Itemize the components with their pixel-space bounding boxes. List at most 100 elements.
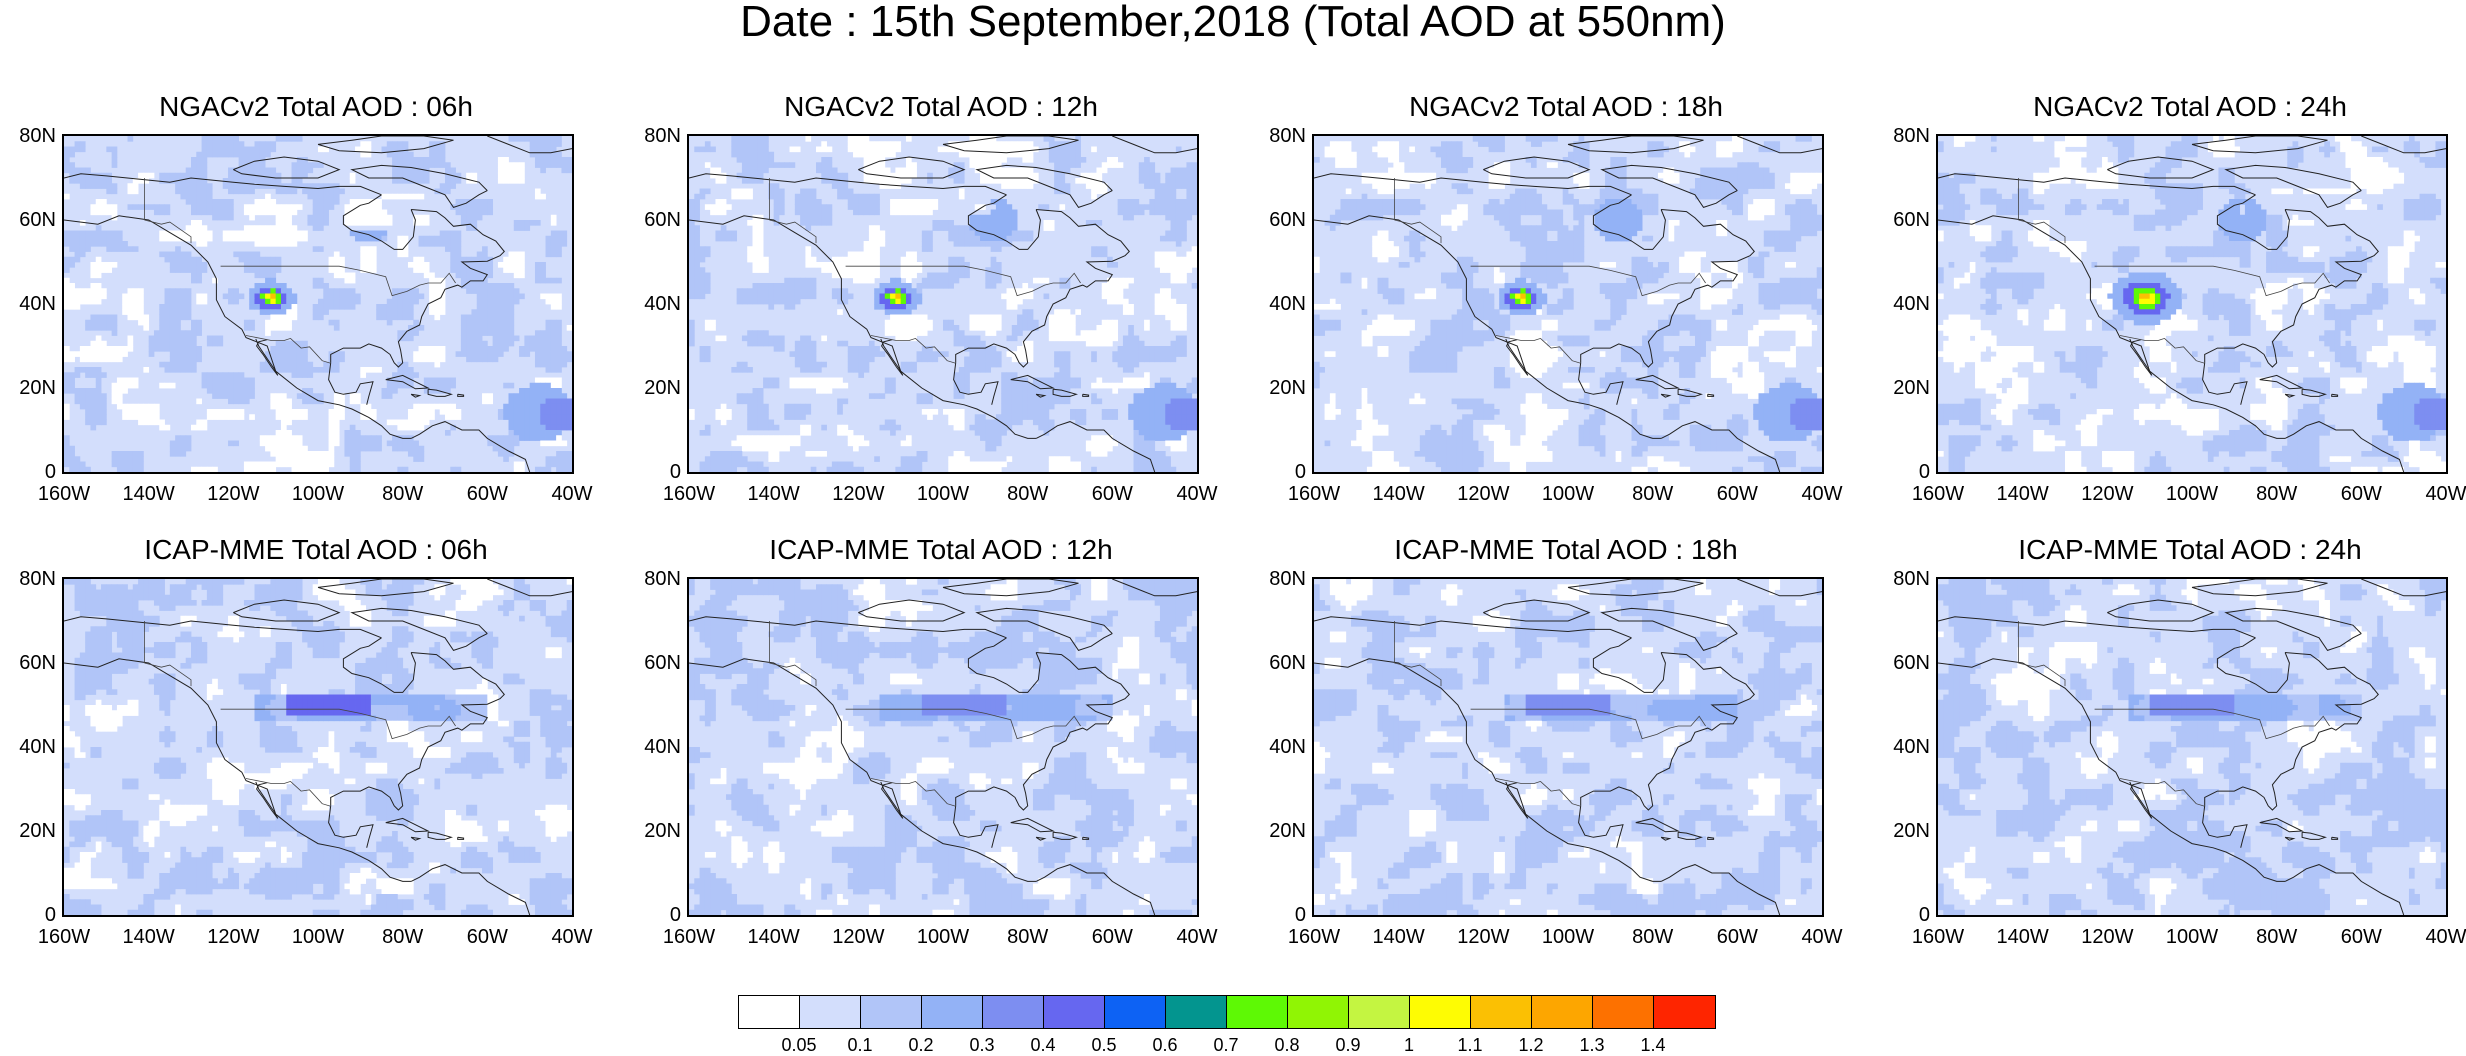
lat-tick-label: 80N — [19, 125, 56, 147]
aod-cell — [212, 388, 218, 394]
aod-cell — [138, 456, 144, 462]
aod-cell — [180, 267, 187, 273]
lat-tick-label: 40N — [19, 293, 56, 315]
coastline — [427, 388, 453, 397]
aod-cell — [1064, 372, 1071, 378]
aod-cell — [64, 435, 70, 441]
aod-cell — [726, 204, 732, 210]
aod-cell — [1091, 351, 1097, 357]
aod-cell — [545, 246, 552, 252]
aod-cell — [275, 136, 282, 142]
aod-cell — [1388, 146, 1394, 153]
aod-cell — [69, 283, 75, 289]
aod-cell — [513, 298, 520, 305]
aod-cell — [445, 235, 451, 242]
aod-cell — [699, 272, 706, 279]
aod-cell — [270, 346, 277, 352]
aod-cell — [1091, 251, 1097, 258]
aod-cell — [1170, 314, 1177, 321]
aod-cell — [259, 288, 266, 294]
aod-cell — [392, 178, 398, 184]
aod-cell — [185, 298, 192, 305]
aod-cell — [1181, 262, 1187, 268]
aod-cell — [122, 298, 128, 305]
aod-cell — [794, 351, 801, 357]
aod-cell — [858, 466, 865, 472]
aod-cell — [768, 188, 775, 195]
aod-cell — [524, 335, 531, 342]
aod-cell — [333, 256, 340, 263]
aod-cell — [318, 309, 324, 315]
aod-cell — [1159, 204, 1166, 210]
aod-cell — [180, 172, 187, 179]
aod-cell — [201, 298, 208, 305]
aod-cell — [921, 409, 928, 415]
aod-cell — [116, 356, 123, 363]
aod-cell — [763, 151, 769, 158]
aod-cell — [874, 351, 880, 357]
aod-cell — [1689, 146, 1696, 153]
aod-cell — [69, 456, 75, 462]
aod-cell — [964, 225, 970, 231]
aod-cell — [349, 178, 356, 184]
aod-cell — [466, 288, 472, 294]
aod-cell — [1070, 319, 1076, 326]
aod-cell — [381, 146, 388, 153]
aod-cell — [101, 235, 107, 242]
aod-cell — [953, 461, 960, 468]
aod-cell — [95, 319, 102, 326]
aod-cell — [111, 151, 118, 158]
aod-cell — [534, 157, 541, 163]
aod-cell — [180, 304, 187, 310]
aod-cell — [794, 204, 801, 210]
aod-cell — [534, 388, 541, 394]
aod-cell — [217, 204, 224, 210]
aod-cell — [1054, 162, 1060, 168]
aod-cell — [106, 172, 113, 179]
aod-cell — [69, 377, 75, 384]
aod-cell — [1022, 283, 1029, 289]
aod-cell — [1107, 277, 1113, 284]
aod-cell — [280, 419, 287, 426]
aod-cell — [715, 199, 722, 205]
aod-cell — [95, 377, 102, 384]
aod-cell — [720, 461, 727, 468]
aod-cell — [508, 398, 515, 405]
aod-cell — [990, 220, 997, 226]
aod-cell — [434, 377, 441, 384]
aod-cell — [1112, 298, 1119, 305]
aod-cell — [333, 393, 340, 399]
aod-cell — [132, 304, 139, 310]
aod-cell — [757, 283, 764, 289]
aod-cell — [1070, 162, 1076, 168]
aod-cell — [270, 451, 277, 457]
aod-cell — [169, 304, 176, 310]
aod-cell — [344, 204, 351, 210]
aod-cell — [265, 209, 271, 216]
aod-cell — [132, 377, 139, 384]
aod-cell — [752, 445, 759, 452]
aod-cell — [275, 172, 282, 179]
aod-cell — [1054, 382, 1060, 389]
aod-cell — [964, 372, 970, 378]
aod-cell — [747, 256, 753, 263]
aod-cell — [122, 293, 128, 300]
aod-cell — [503, 162, 509, 168]
aod-cell — [153, 414, 160, 420]
aod-cell — [805, 283, 812, 289]
aod-cell — [1096, 440, 1103, 447]
aod-cell — [191, 193, 197, 200]
aod-cell — [927, 414, 933, 420]
aod-cell — [1186, 403, 1193, 410]
aod-cell — [879, 162, 886, 168]
aod-cell — [249, 256, 255, 263]
aod-cell — [74, 367, 81, 373]
aod-cell — [948, 319, 954, 326]
aod-cell — [736, 146, 743, 153]
aod-cell — [101, 319, 107, 326]
aod-cell — [233, 146, 240, 153]
aod-cell — [296, 167, 303, 174]
aod-cell — [106, 319, 113, 326]
aod-cell — [376, 235, 382, 242]
aod-cell — [1133, 199, 1140, 205]
